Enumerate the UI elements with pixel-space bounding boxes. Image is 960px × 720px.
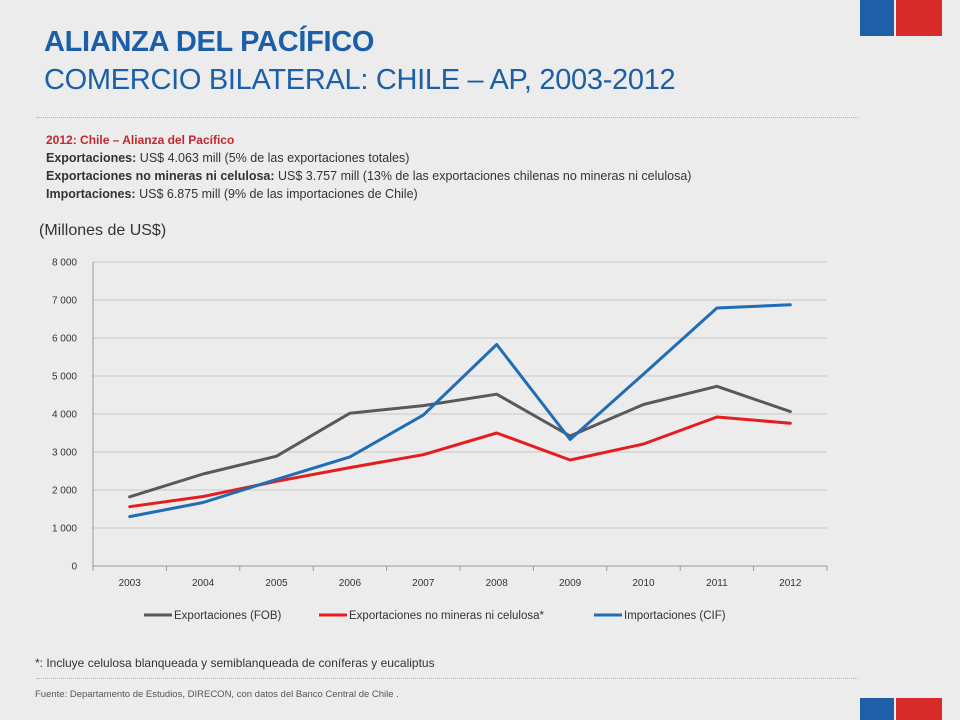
- x-tick-label: 2008: [486, 578, 509, 589]
- summary-nonmining-label: Exportaciones no mineras ni celulosa:: [46, 169, 275, 183]
- y-tick-label: 4 000: [52, 410, 77, 421]
- summary-imports: Importaciones: US$ 6.875 mill (9% de las…: [46, 185, 691, 203]
- y-tick-label: 0: [71, 562, 77, 573]
- source-note: Fuente: Departamento de Estudios, DIRECO…: [35, 689, 399, 700]
- y-tick-label: 6 000: [52, 334, 77, 345]
- summary-exports: Exportaciones: US$ 4.063 mill (5% de las…: [46, 149, 691, 167]
- y-tick-label: 7 000: [52, 296, 77, 307]
- y-tick-label: 2 000: [52, 486, 77, 497]
- y-tick-label: 5 000: [52, 372, 77, 383]
- summary-block: 2012: Chile – Alianza del Pacífico Expor…: [46, 131, 691, 203]
- y-tick-label: 1 000: [52, 524, 77, 535]
- legend-label-3: Importaciones (CIF): [624, 610, 726, 622]
- summary-exports-text: US$ 4.063 mill (5% de las exportaciones …: [136, 151, 410, 165]
- x-tick-label: 2009: [559, 578, 582, 589]
- unit-label: (Millones de US$): [39, 222, 167, 239]
- legend-label-2: Exportaciones no mineras ni celulosa*: [349, 610, 544, 622]
- x-tick-label: 2003: [119, 578, 142, 589]
- summary-imports-text: US$ 6.875 mill (9% de las importaciones …: [135, 187, 418, 201]
- flag-red-bottom: [896, 698, 942, 720]
- legend-label-1: Exportaciones (FOB): [174, 610, 282, 622]
- summary-heading: 2012: Chile – Alianza del Pacífico: [46, 133, 235, 147]
- series-line-2: [128, 415, 792, 509]
- y-tick-label: 8 000: [52, 258, 77, 269]
- slide-subtitle: COMERCIO BILATERAL: CHILE – AP, 2003-201…: [44, 64, 676, 96]
- footer-separator: [36, 678, 858, 679]
- summary-exports-label: Exportaciones:: [46, 151, 137, 165]
- x-tick-label: 2006: [339, 578, 362, 589]
- footnote: *: Incluye celulosa blanqueada y semibla…: [35, 656, 435, 670]
- x-tick-label: 2005: [265, 578, 288, 589]
- x-tick-label: 2007: [412, 578, 435, 589]
- slide-title: ALIANZA DEL PACÍFICO: [44, 26, 375, 58]
- title-separator: [36, 117, 858, 118]
- series-line-3: [128, 303, 792, 519]
- summary-nonmining: Exportaciones no mineras ni celulosa: US…: [46, 167, 691, 185]
- x-tick-label: 2010: [632, 578, 655, 589]
- y-tick-label: 3 000: [52, 448, 77, 459]
- x-tick-label: 2004: [192, 578, 215, 589]
- flag-blue-bottom: [860, 698, 894, 720]
- summary-nonmining-text: US$ 3.757 mill (13% de las exportaciones…: [274, 169, 692, 183]
- series-line-1: [128, 384, 792, 499]
- summary-imports-label: Importaciones:: [46, 187, 136, 201]
- x-tick-label: 2012: [779, 578, 802, 589]
- flag-red-top: [896, 0, 942, 36]
- flag-blue-top: [860, 0, 894, 36]
- line-chart: 0 1 000 2 000 3 000 4 000 5 000 6 000 7 000 8 00…: [52, 258, 828, 622]
- x-tick-label: 2011: [706, 578, 728, 589]
